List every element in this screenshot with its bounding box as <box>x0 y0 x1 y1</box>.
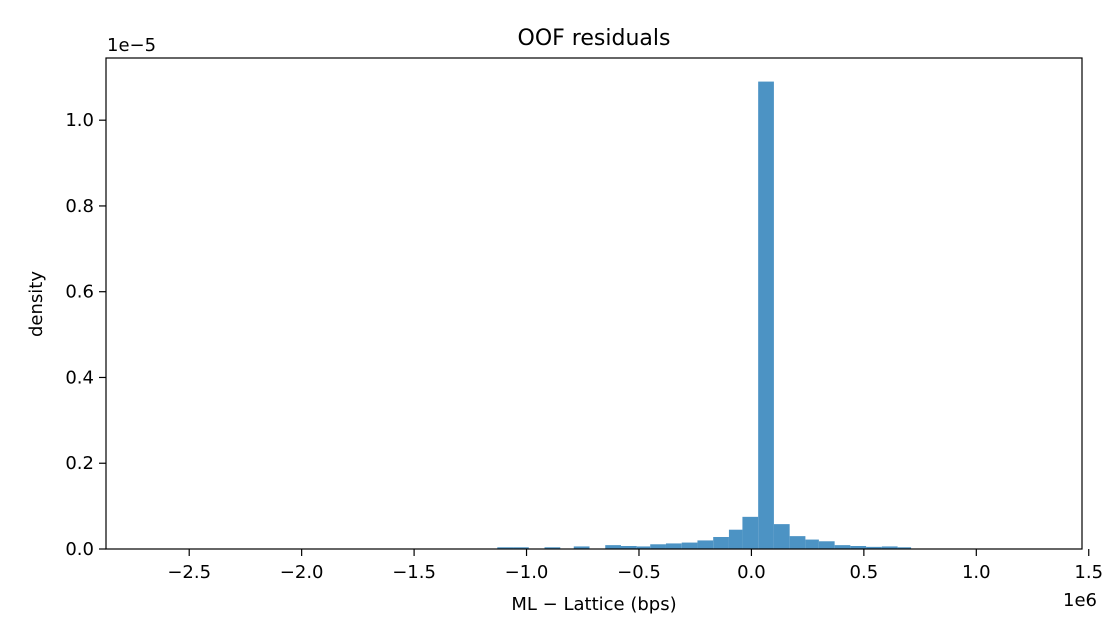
histogram-bar <box>513 547 529 549</box>
x-tick-label: −0.5 <box>617 562 661 583</box>
y-tick-label: 0.0 <box>65 539 94 560</box>
histogram-bar <box>728 529 743 549</box>
x-axis-offset-label: 1e6 <box>1063 590 1097 611</box>
histogram-bar <box>773 524 790 549</box>
histogram-bar <box>897 547 912 549</box>
histogram-bar <box>497 547 514 549</box>
y-axis-ticks: 0.0 0.2 0.4 0.6 0.8 1.0 <box>65 110 106 560</box>
y-tick-label: 0.2 <box>65 453 94 474</box>
x-tick-label: −1.5 <box>392 562 436 583</box>
histogram-bar <box>650 544 666 549</box>
y-tick-label: 0.8 <box>65 196 94 217</box>
y-axis-label: density <box>26 271 47 337</box>
histogram-bar <box>713 536 729 549</box>
x-axis-ticks: −2.5 −2.0 −1.5 −1.0 −0.5 0.0 0.5 1.0 1.5 <box>167 549 1103 583</box>
histogram-bar <box>850 545 867 549</box>
y-tick-label: 0.4 <box>65 367 94 388</box>
histogram-bar <box>681 542 698 549</box>
y-tick-label: 0.6 <box>65 282 94 303</box>
plot-frame <box>105 57 1083 550</box>
histogram-bar <box>620 545 637 549</box>
x-tick-label: −1.0 <box>505 562 549 583</box>
histogram-bar <box>544 547 561 549</box>
y-tick-label: 1.0 <box>65 110 94 131</box>
x-tick-label: −2.0 <box>280 562 324 583</box>
histogram-bar <box>834 545 851 549</box>
histogram-bar <box>697 540 714 549</box>
chart-title: OOF residuals <box>518 26 671 51</box>
histogram-bar <box>789 536 806 549</box>
histogram-bar <box>758 81 774 550</box>
histogram-bar <box>665 543 682 549</box>
x-tick-label: 1.0 <box>962 562 991 583</box>
histogram-bars <box>497 81 912 550</box>
histogram-bar <box>636 546 651 549</box>
x-tick-label: 0.5 <box>850 562 879 583</box>
histogram-bar <box>881 546 898 549</box>
x-tick-label: 1.5 <box>1074 562 1103 583</box>
histogram-bar <box>573 546 590 549</box>
histogram-bar <box>866 546 882 549</box>
histogram-bar <box>805 539 819 549</box>
histogram-bar <box>605 545 621 549</box>
x-tick-label: 0.0 <box>737 562 766 583</box>
x-tick-label: −2.5 <box>167 562 211 583</box>
histogram-bar <box>742 516 759 549</box>
x-axis-label: ML − Lattice (bps) <box>511 594 676 615</box>
y-axis-offset-label: 1e−5 <box>107 35 156 56</box>
histogram-bar <box>818 541 835 549</box>
